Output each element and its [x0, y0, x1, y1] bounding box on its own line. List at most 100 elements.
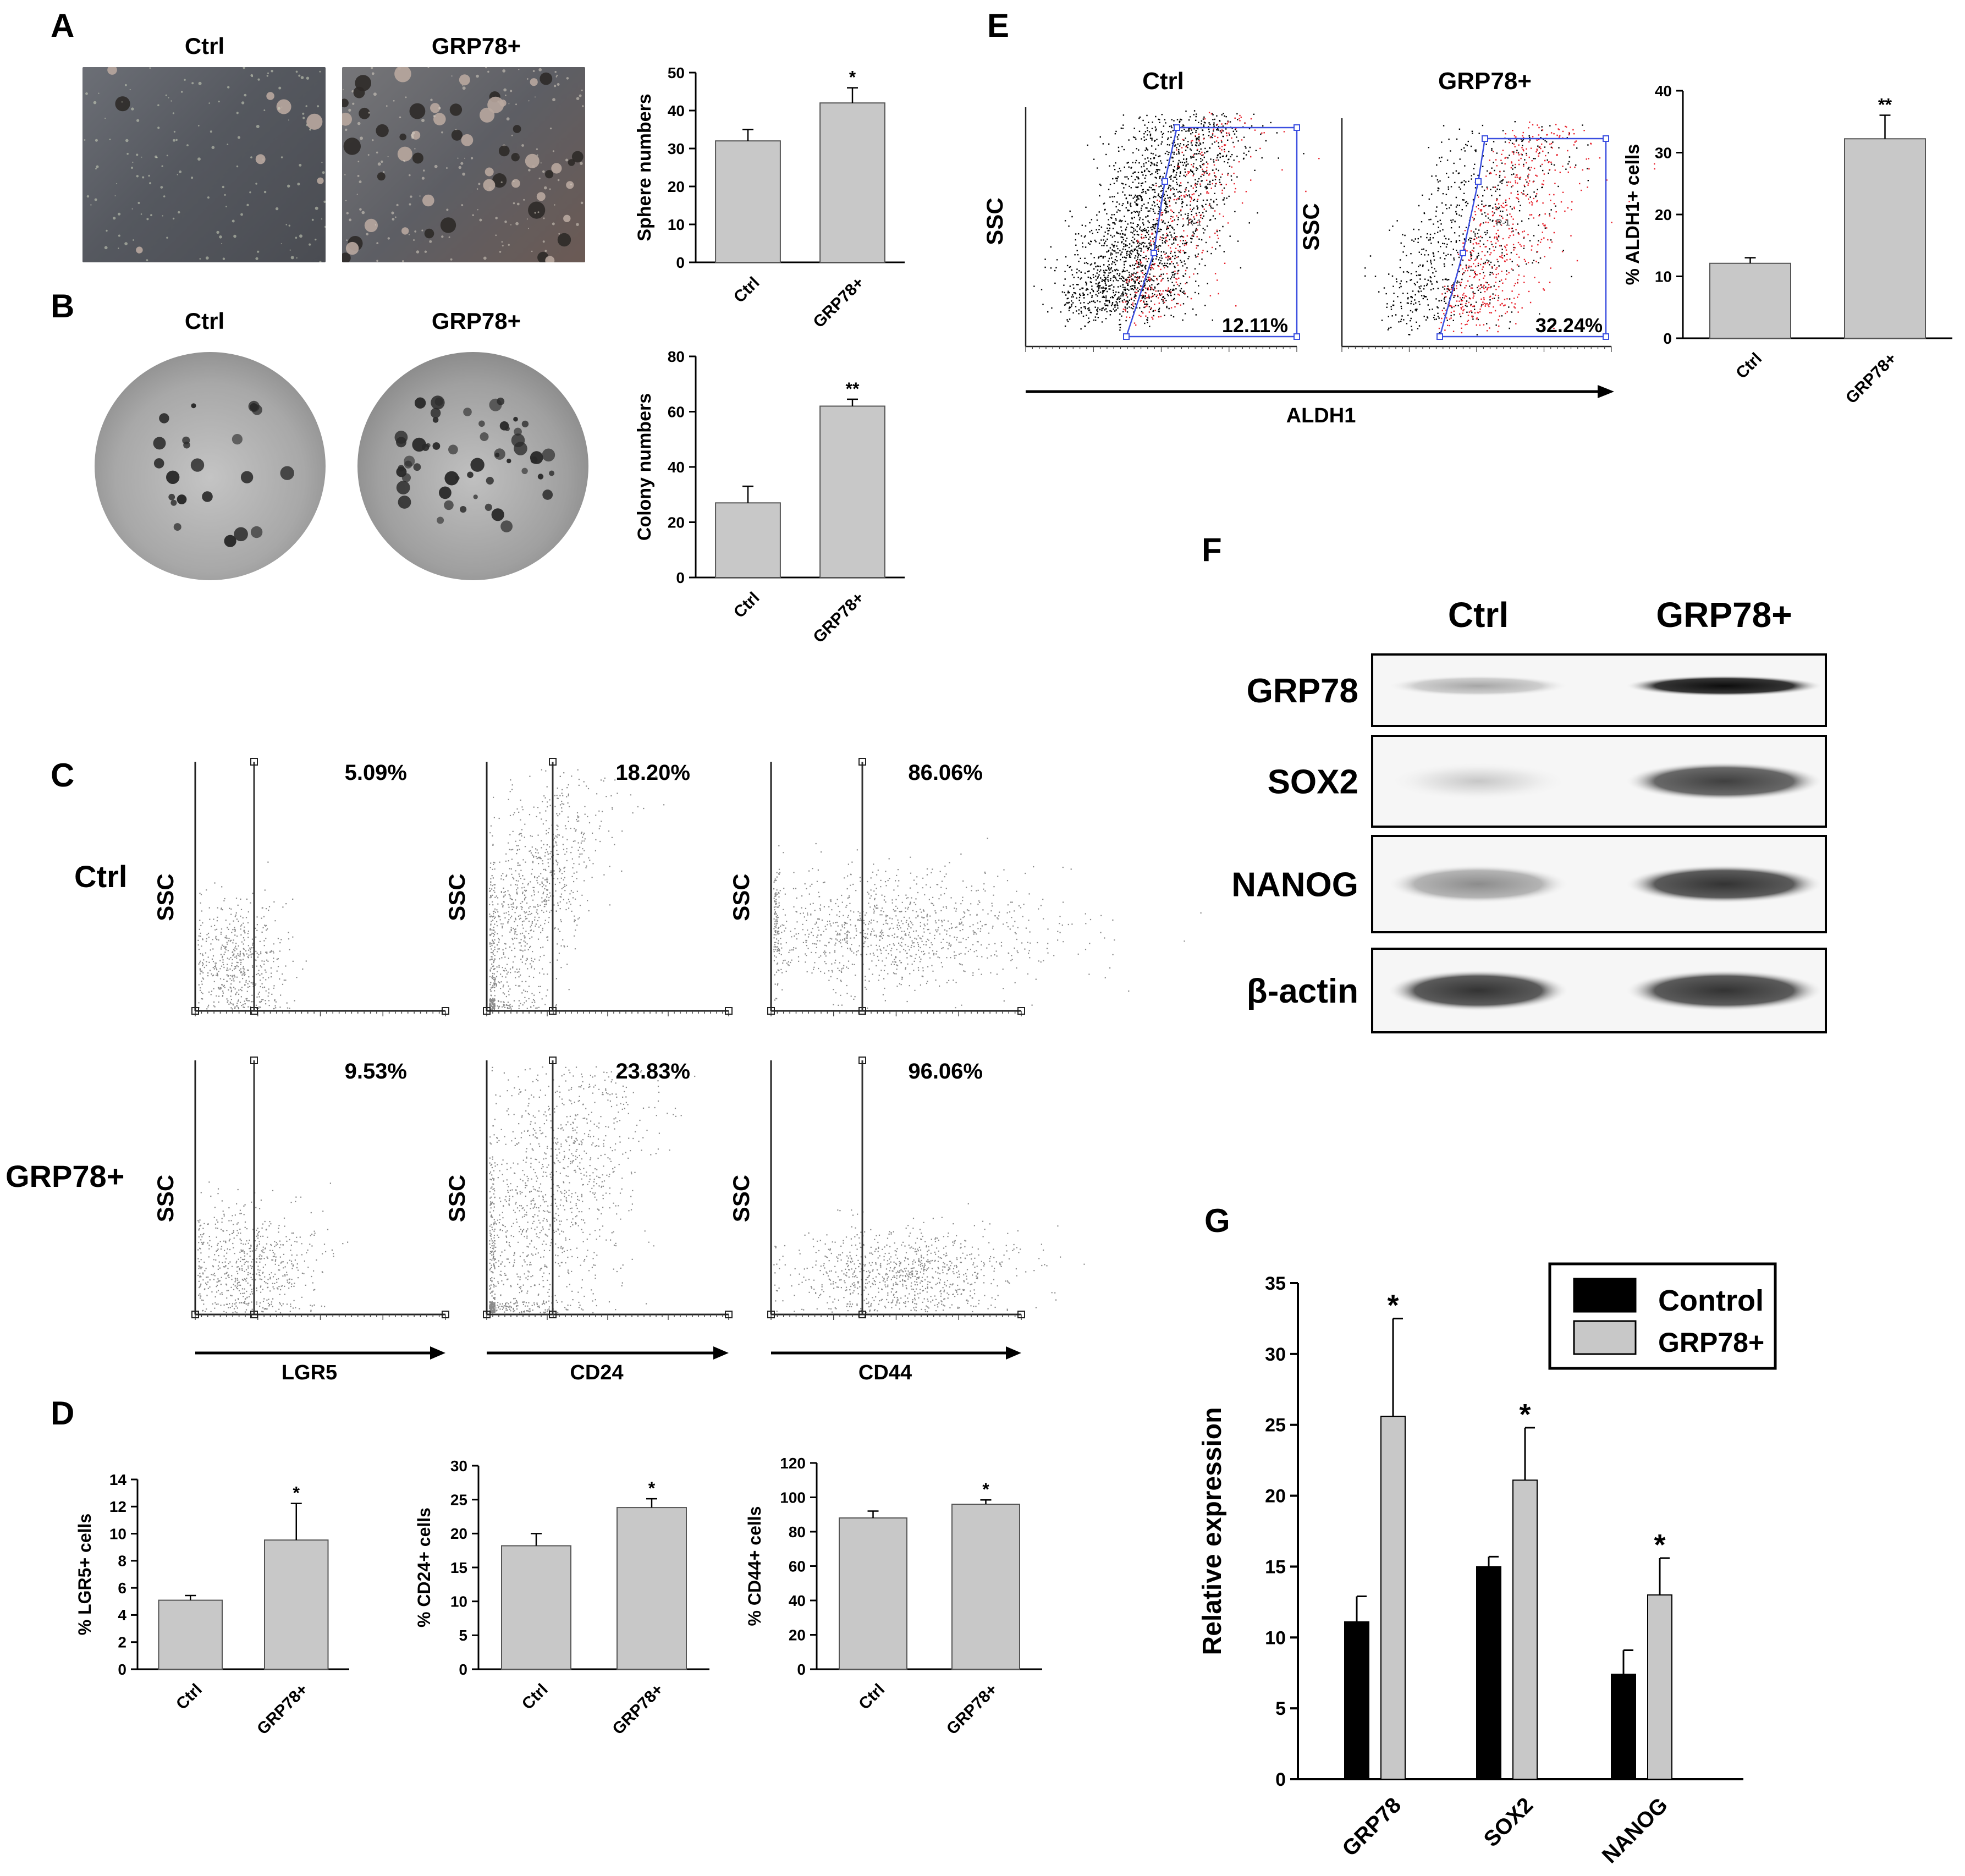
bar [1344, 1621, 1369, 1780]
sphere-speck [555, 76, 558, 78]
sphere-speck [216, 230, 219, 234]
x-axis-label: CD44 [858, 1361, 912, 1384]
sphere-speck [197, 157, 201, 161]
sphere-speck [255, 183, 257, 185]
protein-band [1625, 762, 1823, 801]
sphere-speck [487, 96, 504, 113]
sphere-speck [168, 97, 169, 98]
sphere-speck [525, 153, 540, 168]
y-tick-label: 60 [668, 403, 685, 420]
sphere-speck [499, 100, 507, 107]
sphere-speck [218, 101, 220, 103]
colony [398, 496, 411, 509]
sphere-speck [405, 96, 407, 98]
sphere-speck [296, 257, 298, 259]
colony [473, 494, 478, 499]
sphere-speck [243, 67, 245, 69]
flow-plot-grp78-cd44: 96.06% SSC [728, 1057, 1085, 1320]
protein-band [1625, 865, 1823, 904]
sphere-speck [198, 81, 202, 85]
y-axis-label: SSC [982, 197, 1008, 245]
sphere-speck [348, 108, 351, 112]
sphere-speck [511, 134, 513, 136]
sphere-speck [148, 174, 150, 177]
sphere-speck [457, 157, 459, 159]
western-blot: Ctrl GRP78+ GRP78 SOX2 NANOG β-actin [1231, 595, 1827, 1033]
sphere-speck [392, 218, 395, 221]
sphere-speck [305, 105, 307, 107]
category-label: GRP78+ [810, 588, 867, 646]
y-tick-label: 0 [459, 1661, 467, 1678]
sphere-speck [521, 144, 524, 147]
sphere-speck [411, 136, 414, 139]
bar [1844, 138, 1926, 339]
x-axis-label: CD24 [570, 1361, 623, 1384]
y-tick-label: 0 [118, 1661, 126, 1678]
sphere-speck [383, 171, 385, 173]
sphere-speck [503, 88, 507, 92]
sphere-speck [233, 234, 236, 238]
sphere-speck [492, 173, 507, 188]
sphere-speck [536, 148, 538, 150]
flow-plot-ctrl-cd44: 86.06% SSC [728, 758, 1202, 1016]
sphere-speck [355, 75, 371, 91]
sphere-speck [527, 228, 529, 229]
colony [455, 475, 460, 481]
protein-band [1388, 675, 1569, 696]
aldh1-flow-plot-ctrl: Ctrl R-1 12.11% SSC [982, 68, 1320, 352]
y-axis-label: SSC [444, 873, 470, 921]
sphere-speck [121, 101, 123, 103]
sphere-speck [136, 153, 139, 156]
sphere-speck [211, 146, 215, 149]
sphere-speck [421, 177, 425, 180]
colony [434, 397, 443, 406]
colony [432, 442, 441, 450]
photo-texture [342, 67, 584, 262]
sphere-speck [321, 218, 323, 220]
category-label: Ctrl [855, 1680, 888, 1713]
sphere-speck [280, 156, 283, 158]
significance-mark: ** [1878, 95, 1892, 115]
bar [1709, 262, 1791, 339]
sphere-speck [433, 113, 446, 125]
category-label: Ctrl [1732, 349, 1765, 382]
sphere-speck [421, 119, 425, 122]
sphere-speck [297, 183, 300, 186]
sphere-speck [483, 256, 487, 260]
y-tick-label: 0 [797, 1661, 806, 1678]
y-tick-label: 10 [668, 216, 685, 233]
sphere-speck [557, 233, 571, 247]
sphere-speck [295, 236, 298, 239]
sphere-speck [479, 218, 482, 222]
sphere-speck [523, 199, 525, 201]
sphere-speck [232, 219, 235, 223]
sphere-speck [343, 137, 361, 155]
sphere-speck [429, 240, 432, 243]
sphere-speck [504, 220, 507, 223]
sphere-speck [364, 218, 378, 232]
sphere-speck [322, 171, 325, 174]
sphere-speck [526, 78, 529, 80]
sphere-speck [542, 170, 545, 173]
sphere-speck [352, 102, 355, 105]
y-tick-label: 80 [789, 1523, 806, 1541]
sphere-speck [401, 227, 409, 235]
colony [170, 499, 177, 506]
gate-polygon [1125, 126, 1298, 338]
colony [507, 458, 511, 464]
gate-handle [250, 758, 258, 766]
bar [1380, 1416, 1406, 1780]
y-tick-label: 30 [1265, 1344, 1286, 1365]
x-axis-label: LGR5 [282, 1361, 337, 1384]
gate-vertex [1162, 178, 1168, 185]
gate-vertex [1482, 135, 1488, 142]
category-label: GRP78+ [943, 1680, 1001, 1738]
sphere-speck [357, 161, 360, 163]
colony-plate-ctrl [95, 352, 326, 580]
sphere-speck [131, 107, 134, 111]
sphere-speck [423, 169, 425, 172]
sphere-speck [349, 218, 352, 222]
category-label: Ctrl [730, 273, 763, 306]
colony-texture [153, 400, 294, 547]
y-tick-label: 15 [450, 1559, 467, 1576]
